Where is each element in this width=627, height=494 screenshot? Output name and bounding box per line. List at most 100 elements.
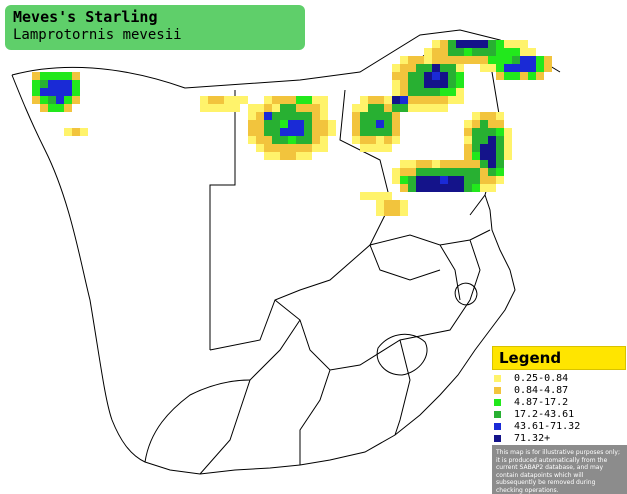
distribution-cell [432,80,440,88]
distribution-cell [400,104,408,112]
distribution-cell [544,64,552,72]
distribution-cell [448,40,456,48]
distribution-cell [424,80,432,88]
distribution-cell [312,104,320,112]
legend-label: 0.25-0.84 [514,373,569,384]
distribution-cell [488,144,496,152]
distribution-cell [392,176,400,184]
distribution-cell [480,168,488,176]
distribution-cell [216,104,224,112]
distribution-cell [424,56,432,64]
distribution-cell [400,80,408,88]
legend-item: 4.87-17.2 [494,397,624,409]
distribution-cell [464,56,472,64]
distribution-cell [464,120,472,128]
title-box: Meves's Starling Lamprotornis mevesii [5,5,305,50]
distribution-cell [304,128,312,136]
distribution-cell [496,176,504,184]
distribution-cell [72,72,80,80]
distribution-cell [424,72,432,80]
distribution-cell [376,120,384,128]
distribution-cell [480,120,488,128]
distribution-cell [496,128,504,136]
distribution-cell [392,72,400,80]
distribution-cell [456,176,464,184]
distribution-cell [400,72,408,80]
distribution-cell [448,56,456,64]
distribution-cell [448,168,456,176]
distribution-cell [320,136,328,144]
distribution-cell [216,96,224,104]
distribution-cell [368,120,376,128]
distribution-cell [264,96,272,104]
distribution-cell [400,88,408,96]
distribution-cell [248,104,256,112]
distribution-cell [376,112,384,120]
distribution-cell [496,144,504,152]
distribution-cell [512,56,520,64]
distribution-cell [320,104,328,112]
distribution-cell [56,96,64,104]
distribution-cell [264,152,272,160]
distribution-cell [384,192,392,200]
distribution-cell [464,48,472,56]
distribution-cell [536,64,544,72]
distribution-cell [448,96,456,104]
distribution-cell [384,144,392,152]
distribution-cell [456,40,464,48]
distribution-cell [392,64,400,72]
disclaimer-text: This map is for illustrative purposes on… [492,445,627,494]
distribution-cell [440,176,448,184]
distribution-cell [456,168,464,176]
distribution-cell [424,96,432,104]
distribution-cell [464,40,472,48]
distribution-cell [360,104,368,112]
distribution-cell [400,64,408,72]
distribution-cell [416,88,424,96]
distribution-cell [280,144,288,152]
distribution-cell [376,96,384,104]
distribution-cell [408,168,416,176]
distribution-cell [272,96,280,104]
distribution-cell [424,168,432,176]
distribution-cell [296,136,304,144]
distribution-cell [304,120,312,128]
distribution-cell [496,56,504,64]
distribution-cell [496,120,504,128]
distribution-cell [488,120,496,128]
distribution-cell [224,96,232,104]
distribution-cell [432,48,440,56]
distribution-cell [456,72,464,80]
distribution-cell [56,88,64,96]
distribution-cell [352,120,360,128]
distribution-cell [40,88,48,96]
distribution-cell [432,88,440,96]
distribution-cell [248,128,256,136]
legend-label: 0.84-4.87 [514,385,569,396]
distribution-cell [48,104,56,112]
distribution-cell [384,112,392,120]
distribution-cell [64,72,72,80]
distribution-cell [384,120,392,128]
distribution-cell [320,128,328,136]
distribution-cell [440,40,448,48]
distribution-cell [384,208,392,216]
distribution-cell [72,128,80,136]
distribution-cell [288,128,296,136]
distribution-cell [248,112,256,120]
distribution-cell [504,136,512,144]
distribution-cell [288,112,296,120]
distribution-cell [32,72,40,80]
distribution-cell [248,120,256,128]
distribution-cell [296,128,304,136]
distribution-cell [40,96,48,104]
distribution-cell [440,104,448,112]
legend-swatch [494,435,501,442]
distribution-cell [368,192,376,200]
distribution-cell [256,120,264,128]
distribution-cell [376,128,384,136]
distribution-cell [64,88,72,96]
distribution-cell [264,112,272,120]
distribution-cell [392,88,400,96]
distribution-cell [480,128,488,136]
